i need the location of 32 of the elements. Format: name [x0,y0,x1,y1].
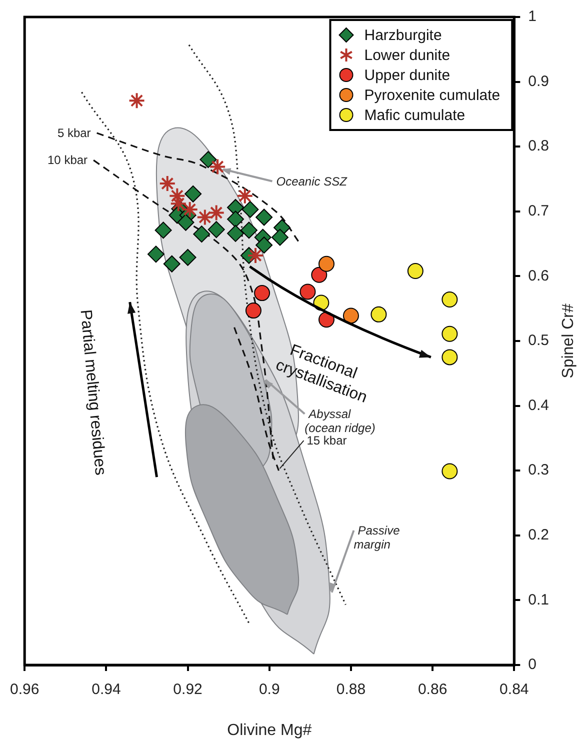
legend-label: Mafic cumulate [364,107,466,124]
y-tick-label: 0 [528,656,536,674]
x-tick-label: 0.92 [173,681,202,698]
x-tick-label: 0.86 [418,681,448,698]
y-axis-title: Spinel Cr# [560,304,577,378]
x-tick-label: 0.88 [336,681,366,698]
y-tick-label: 0.1 [528,591,550,608]
y-tick-label: 0.4 [528,396,550,414]
y-tick-label: 0.3 [528,462,550,479]
x-tick-label: 0.94 [92,681,121,698]
y-tick-label: 0.6 [528,267,550,284]
annotation: Oceanic SSZ [276,174,348,188]
legend-label: Lower dunite [364,47,450,64]
y-tick-label: 0.5 [528,332,550,350]
annotation: Abyssal (ocean ridge) [304,406,376,435]
x-tick-label: 0.84 [500,681,529,698]
x-axis-title: Olivine Mg# [227,722,312,739]
legend-label: Upper dunite [364,67,450,84]
annotation: Partial melting residues [76,308,109,476]
annotation: 15 kbar [306,434,347,448]
y-tick-label: 0.7 [528,202,550,220]
legend-label: Pyroxenite cumulate [364,87,500,104]
legend-label: Harzburgite [364,27,442,44]
y-tick-label: 0.8 [528,138,550,155]
annotation: 5 kbar [57,126,91,140]
x-tick-label: 0.9 [258,681,280,698]
annotation: Passive margin [354,523,400,552]
y-tick-label: 1 [528,8,536,26]
y-tick-label: 0.9 [528,72,550,90]
y-tick-label: 0.2 [528,526,550,544]
x-tick-label: 0.96 [10,681,40,698]
annotation: 10 kbar [48,153,88,168]
